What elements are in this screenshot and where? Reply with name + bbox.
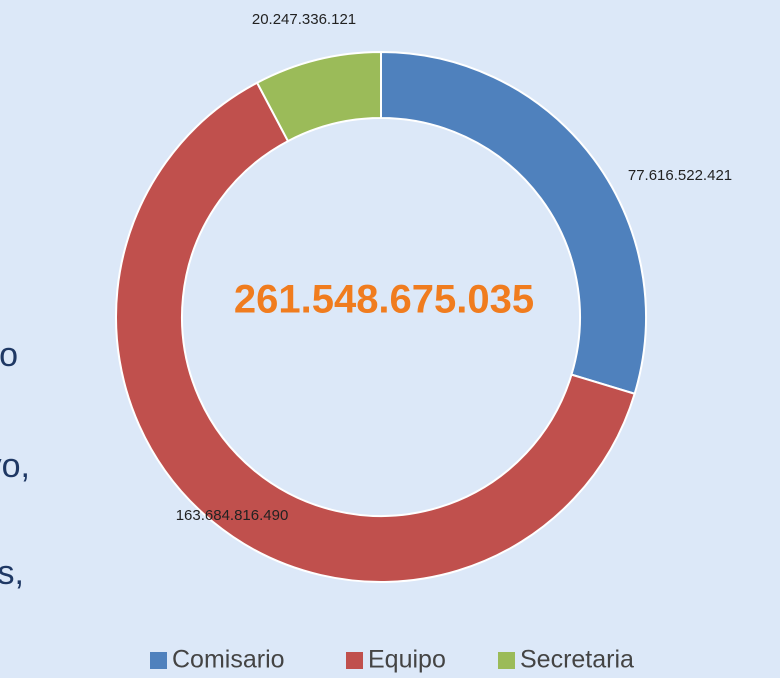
center-total: 261.548.675.035	[234, 278, 534, 322]
side-text: o	[0, 336, 18, 374]
data-label: 20.247.336.121	[252, 11, 356, 28]
donut-segment	[255, 50, 382, 143]
legend-label: Secretaria	[520, 646, 634, 674]
legend-swatch	[498, 652, 515, 669]
data-label: 77.616.522.421	[628, 167, 732, 184]
side-text: vo,	[0, 447, 30, 485]
legend-label: Equipo	[368, 646, 446, 674]
legend-swatch	[346, 652, 363, 669]
donut-segment	[115, 81, 636, 583]
legend-label: Comisario	[172, 646, 285, 674]
legend-swatch	[150, 652, 167, 669]
side-text: s,	[0, 554, 24, 592]
donut-segment	[380, 50, 647, 395]
data-label: 163.684.816.490	[176, 507, 289, 524]
